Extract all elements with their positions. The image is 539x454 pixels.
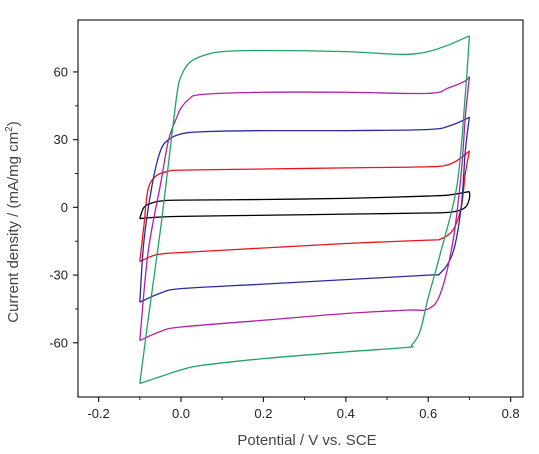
y-tick-label: -60	[49, 335, 68, 350]
plot-frame	[77, 19, 524, 398]
x-tick-label: -0.2	[87, 406, 109, 421]
y-tick-label: -30	[49, 268, 68, 283]
cv-loop-3-cathodic-branch	[139, 116, 471, 303]
cv-loop-1	[139, 190, 471, 220]
y-axis-label: Current density / (mA/mg cm2)	[4, 121, 22, 322]
cv-loop-4-anodic-branch	[139, 76, 470, 341]
cv-loop-3	[139, 116, 471, 303]
y-axis-label-end: )	[5, 121, 22, 126]
y-axis-label-main: Current density / (mA/mg cm	[5, 132, 22, 323]
series-group	[139, 35, 471, 385]
y-tick-label: 0	[61, 200, 68, 215]
x-tick-label: 0.2	[254, 406, 272, 421]
x-tick-label: 0.4	[337, 406, 355, 421]
y-tick-label: 30	[54, 132, 68, 147]
cv-loop-5	[139, 35, 471, 385]
cv-loop-4	[139, 76, 471, 342]
cv-loop-2-anodic-branch	[139, 150, 470, 262]
cv-loop-5-cathodic-branch	[139, 35, 471, 385]
cv-loop-1-cathodic-branch	[139, 191, 471, 220]
x-tick-label: 0.0	[172, 406, 190, 421]
y-axis-label-superscript: 2	[4, 126, 15, 132]
x-tick-label: 0.6	[419, 406, 437, 421]
y-tick-label: 60	[54, 64, 68, 79]
cv-loop-2	[139, 150, 471, 263]
cv-loop-5-anodic-branch	[139, 35, 470, 384]
cv-loop-3-anodic-branch	[139, 116, 470, 303]
x-axis-label: Potential / V vs. SCE	[237, 432, 376, 449]
cv-loop-4-cathodic-branch	[139, 76, 471, 342]
axes: -0.2 0.0 0.2 0.4 0.6 0.8 60 30 0 -30 -60	[49, 19, 524, 421]
x-tick-label: 0.8	[502, 406, 520, 421]
